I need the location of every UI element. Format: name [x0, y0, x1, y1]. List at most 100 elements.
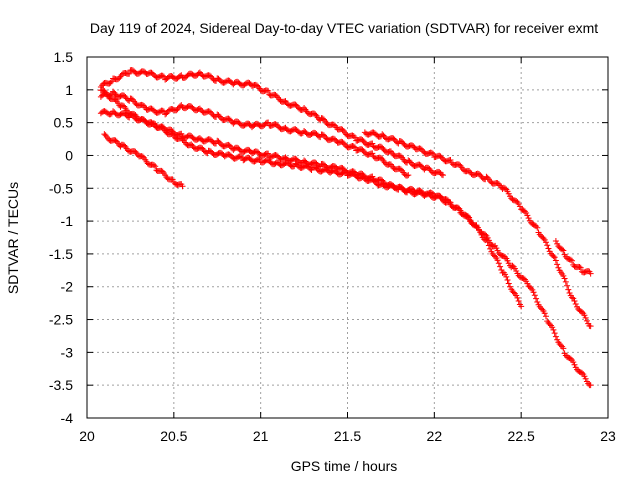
y-tick-label: 0 — [65, 147, 73, 163]
data-point — [178, 130, 185, 137]
data-point — [397, 153, 404, 160]
data-point — [121, 142, 128, 149]
data-point — [159, 123, 166, 130]
y-tick-label: 0.5 — [54, 115, 74, 131]
data-point — [570, 359, 577, 366]
data-point — [516, 203, 523, 210]
series-track-a — [97, 66, 447, 179]
data-point — [159, 72, 166, 79]
data-point — [430, 150, 437, 157]
data-point — [571, 361, 578, 368]
x-axis-ticks: 20 20.5 21 21.5 22 22.5 23 — [79, 57, 616, 444]
data-point — [587, 270, 594, 277]
data-point — [530, 289, 537, 296]
data-point — [132, 148, 139, 155]
data-point — [583, 317, 590, 324]
data-point — [559, 246, 566, 253]
data-point — [379, 177, 386, 184]
data-point — [503, 273, 510, 280]
x-axis-label: GPS time / hours — [291, 458, 398, 474]
data-point — [544, 242, 551, 249]
series-track-g — [552, 238, 594, 277]
data-point — [107, 79, 114, 86]
data-point — [188, 141, 195, 148]
grid-lines — [87, 57, 608, 418]
data-point — [160, 124, 167, 131]
data-point — [159, 107, 166, 114]
data-point — [566, 290, 573, 297]
data-point — [542, 313, 549, 320]
data-point — [507, 283, 514, 290]
data-point — [582, 314, 589, 321]
data-point — [560, 247, 567, 254]
data-point — [497, 263, 504, 270]
data-point — [551, 330, 558, 337]
data-point — [524, 280, 531, 287]
data-point — [482, 231, 489, 238]
data-point — [562, 278, 569, 285]
data-point — [560, 345, 567, 352]
data-point — [554, 336, 561, 343]
data-point — [369, 140, 376, 147]
data-point — [505, 280, 512, 287]
data-point — [572, 301, 579, 308]
data-point — [447, 156, 454, 163]
x-tick-label: 22 — [427, 428, 443, 444]
data-point — [577, 264, 584, 271]
data-point — [504, 276, 511, 283]
y-tick-label: -3.5 — [49, 377, 73, 393]
data-point — [454, 204, 461, 211]
data-point — [515, 298, 522, 305]
data-point — [587, 323, 594, 330]
data-point — [514, 294, 521, 301]
data-point — [545, 245, 552, 252]
data-point — [550, 326, 557, 333]
data-point — [428, 149, 435, 156]
data-point — [557, 342, 564, 349]
plot-frame — [86, 56, 609, 419]
data-point — [438, 171, 445, 178]
data-point — [542, 239, 549, 246]
x-tick-label: 20 — [79, 428, 95, 444]
data-point — [350, 143, 357, 150]
data-point — [560, 272, 567, 279]
data-point — [561, 275, 568, 282]
data-point — [531, 292, 538, 299]
data-point — [565, 286, 572, 293]
series-track-e — [361, 129, 594, 330]
data-point — [541, 310, 548, 317]
data-point — [351, 144, 358, 151]
chart-title: Day 119 of 2024, Sidereal Day-to-day VTE… — [90, 20, 598, 36]
data-point — [312, 111, 319, 118]
data-point — [554, 261, 561, 268]
data-point — [301, 105, 308, 112]
data-point — [405, 172, 412, 179]
x-tick-label: 23 — [600, 428, 616, 444]
data-point — [533, 295, 540, 302]
data-point — [550, 253, 557, 260]
y-tick-label: -3 — [61, 344, 74, 360]
data-point — [552, 333, 559, 340]
data-point — [578, 369, 585, 376]
data-point — [567, 256, 574, 263]
data-point — [456, 205, 463, 212]
data-point — [152, 163, 159, 170]
data-point — [107, 111, 114, 118]
data-point — [350, 133, 357, 140]
series-track-f — [101, 131, 186, 190]
data-point — [265, 150, 272, 157]
data-points — [97, 66, 594, 389]
data-point — [518, 303, 525, 310]
x-tick-label: 21 — [253, 428, 269, 444]
data-point — [546, 321, 553, 328]
y-tick-label: -4 — [61, 410, 74, 426]
data-point — [578, 309, 585, 316]
data-point — [320, 132, 327, 139]
data-point — [495, 260, 502, 267]
data-point — [571, 298, 578, 305]
data-point — [263, 87, 270, 94]
data-point — [351, 134, 358, 141]
data-point — [587, 382, 594, 389]
data-point — [564, 282, 571, 289]
data-point — [174, 106, 181, 113]
